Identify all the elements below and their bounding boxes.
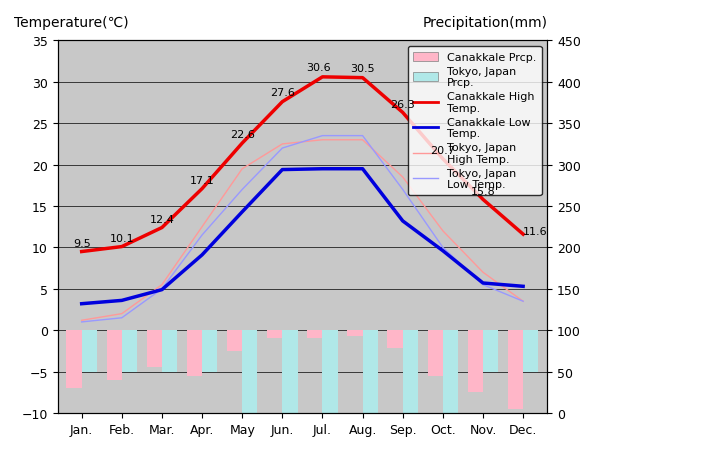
Text: Precipitation(mm): Precipitation(mm) [422, 16, 547, 30]
Text: 15.8: 15.8 [471, 186, 495, 196]
Text: 22.6: 22.6 [230, 130, 255, 140]
Bar [323, 330, 338, 459]
Bar [202, 330, 217, 372]
Bar [483, 330, 498, 372]
Bar [107, 330, 122, 380]
Text: 11.6: 11.6 [523, 227, 547, 237]
Bar [523, 330, 539, 372]
Bar [267, 330, 282, 339]
Text: 20.7: 20.7 [431, 146, 455, 156]
Text: Temperature(℃): Temperature(℃) [14, 16, 128, 30]
Text: 10.1: 10.1 [109, 233, 134, 243]
Text: 17.1: 17.1 [189, 175, 215, 185]
Text: 12.4: 12.4 [150, 214, 174, 224]
Bar [186, 330, 202, 376]
Text: 30.5: 30.5 [351, 64, 375, 74]
Text: 9.5: 9.5 [73, 238, 91, 248]
Bar [347, 330, 363, 336]
Bar [363, 330, 378, 459]
Bar [468, 330, 483, 392]
Bar [147, 330, 162, 368]
Bar [387, 330, 402, 349]
Bar [162, 330, 177, 372]
Bar [443, 330, 458, 459]
Bar [242, 330, 258, 446]
Bar [227, 330, 242, 351]
Bar [66, 330, 81, 388]
Bar [282, 330, 297, 459]
Text: 26.3: 26.3 [390, 100, 415, 109]
Bar [402, 330, 418, 459]
Text: 27.6: 27.6 [270, 88, 294, 98]
Legend: Canakkale Prcp., Tokyo, Japan
Prcp., Canakkale High
Temp., Canakkale Low
Temp., : Canakkale Prcp., Tokyo, Japan Prcp., Can… [408, 47, 541, 196]
Bar [307, 330, 323, 339]
Text: 30.6: 30.6 [306, 63, 330, 73]
Bar [428, 330, 443, 376]
Bar [508, 330, 523, 409]
Bar [122, 330, 137, 372]
Bar [81, 330, 97, 372]
